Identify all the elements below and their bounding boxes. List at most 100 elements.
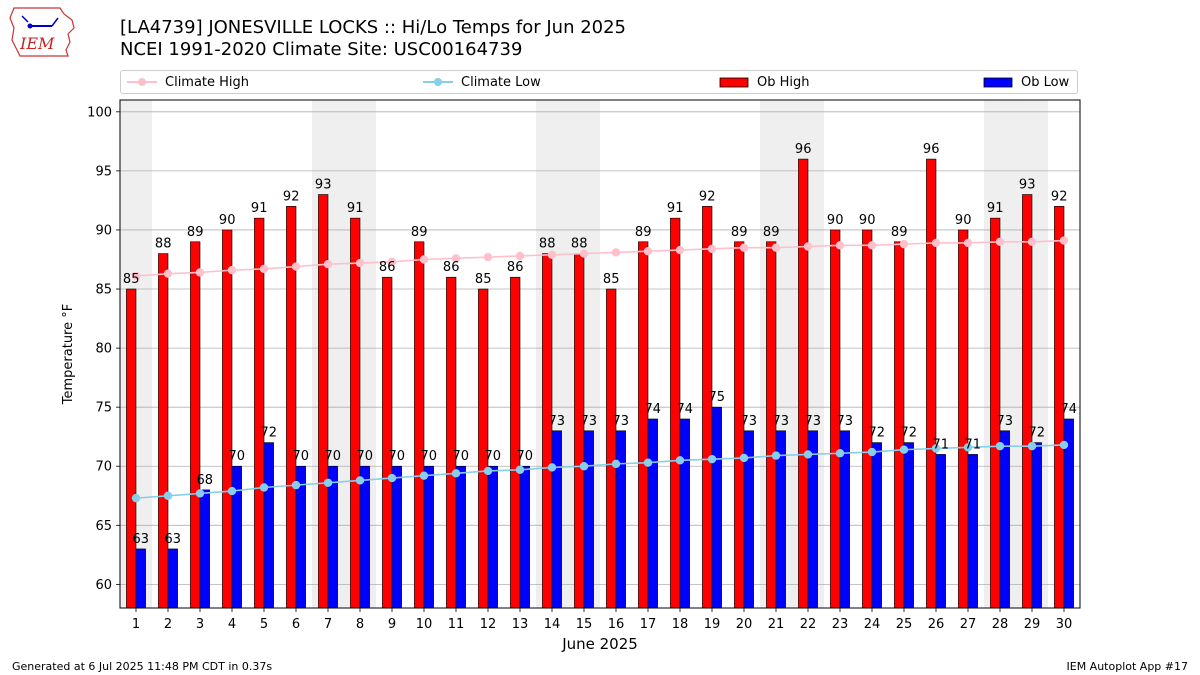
ob-low-label: 74 bbox=[677, 402, 694, 417]
legend-label-climate-low: Climate Low bbox=[461, 74, 541, 90]
climate-low-point bbox=[579, 462, 589, 471]
legend-item-ob-low: Ob Low bbox=[983, 71, 1069, 93]
ob-low-bar bbox=[839, 430, 850, 609]
legend: Climate High Climate Low Ob High Ob Low bbox=[120, 70, 1078, 94]
ob-low-label: 73 bbox=[613, 414, 630, 429]
ob-low-label: 70 bbox=[325, 449, 342, 464]
ob-high-bar bbox=[126, 288, 137, 609]
plot-frame bbox=[119, 99, 1081, 609]
ob-low-bar bbox=[615, 430, 626, 609]
x-tick-label: 21 bbox=[768, 617, 785, 632]
ob-high-label: 91 bbox=[347, 201, 364, 216]
y-tick-label: 80 bbox=[95, 342, 112, 357]
ob-low-label: 70 bbox=[485, 449, 502, 464]
climate-low-point bbox=[771, 451, 781, 460]
ob-high-bar bbox=[926, 158, 937, 609]
x-tick-label: 27 bbox=[960, 617, 977, 632]
ob-high-bar bbox=[158, 253, 169, 609]
x-tick-label: 25 bbox=[896, 617, 913, 632]
x-tick-label: 30 bbox=[1056, 617, 1073, 632]
ob-high-label: 90 bbox=[827, 213, 844, 228]
climate-high-point bbox=[547, 250, 557, 259]
x-tick-label: 22 bbox=[800, 617, 817, 632]
ob-low-bar bbox=[519, 465, 530, 609]
x-tick-label: 20 bbox=[736, 617, 753, 632]
iem-logo-text: IEM bbox=[19, 34, 55, 53]
climate-low-point bbox=[867, 447, 877, 457]
ob-high-label: 96 bbox=[923, 142, 940, 157]
ob-high-bar bbox=[542, 253, 553, 609]
climate-high-point bbox=[579, 249, 589, 258]
x-tick-label: 24 bbox=[864, 617, 881, 632]
climate-high-point bbox=[131, 271, 141, 281]
ob-high-label: 88 bbox=[155, 237, 172, 252]
ob-low-bar bbox=[167, 548, 178, 609]
legend-swatch-climate-low bbox=[423, 78, 453, 86]
climate-high-point bbox=[227, 265, 237, 275]
climate-low-point bbox=[131, 493, 141, 503]
x-tick-label: 15 bbox=[576, 617, 593, 632]
climate-low-point bbox=[675, 456, 685, 465]
x-tick-label: 11 bbox=[448, 617, 465, 632]
climate-high-point bbox=[419, 255, 429, 264]
ob-high-bar bbox=[574, 253, 585, 609]
ob-high-bar bbox=[446, 276, 457, 609]
climate-low-point bbox=[163, 491, 173, 500]
ob-low-bar bbox=[391, 465, 402, 609]
climate-low-point bbox=[227, 486, 237, 496]
y-tick-label: 75 bbox=[95, 401, 112, 416]
ob-low-label: 73 bbox=[773, 414, 790, 429]
climate-low-point bbox=[323, 478, 333, 487]
ob-low-bar bbox=[455, 465, 466, 609]
climate-high-point bbox=[259, 264, 269, 274]
ob-high-bar bbox=[414, 241, 425, 609]
climate-high-point bbox=[1027, 237, 1037, 246]
climate-high-point bbox=[323, 260, 333, 269]
legend-swatch-climate-high bbox=[127, 78, 157, 86]
ob-high-bar bbox=[606, 288, 617, 609]
climate-low-point bbox=[1059, 440, 1069, 450]
ob-high-label: 89 bbox=[891, 225, 908, 240]
ob-high-label: 91 bbox=[987, 201, 1004, 216]
ob-high-label: 93 bbox=[315, 178, 332, 193]
ob-low-bar bbox=[263, 442, 274, 609]
climate-high-point bbox=[707, 244, 717, 254]
x-tick-label: 13 bbox=[512, 617, 529, 632]
ob-high-label: 92 bbox=[699, 189, 716, 204]
y-tick-label: 65 bbox=[95, 519, 112, 534]
ob-high-label: 86 bbox=[443, 260, 460, 275]
ob-low-label: 73 bbox=[805, 414, 822, 429]
ob-low-bar bbox=[903, 442, 914, 609]
legend-swatch-ob-high bbox=[719, 77, 749, 88]
climate-low-point bbox=[835, 449, 845, 458]
legend-label-ob-low: Ob Low bbox=[1021, 74, 1070, 90]
climate-low-point bbox=[643, 458, 653, 467]
climate-low-point bbox=[611, 459, 621, 469]
climate-low-point bbox=[739, 453, 749, 463]
ob-low-label: 75 bbox=[709, 390, 726, 405]
y-tick-label: 60 bbox=[95, 578, 112, 593]
climate-low-point bbox=[1027, 441, 1037, 451]
x-tick-label: 3 bbox=[196, 617, 204, 632]
ob-low-bar bbox=[423, 465, 434, 609]
ob-high-label: 85 bbox=[603, 272, 620, 287]
ob-high-bar bbox=[190, 241, 201, 609]
climate-low-point bbox=[963, 443, 973, 452]
ob-high-label: 89 bbox=[763, 225, 780, 240]
ob-high-bar bbox=[254, 217, 265, 609]
y-tick-label: 70 bbox=[95, 460, 112, 475]
climate-low-point bbox=[451, 469, 461, 478]
ob-high-label: 91 bbox=[667, 201, 684, 216]
climate-high-point bbox=[387, 257, 397, 267]
y-tick-label: 95 bbox=[95, 164, 112, 179]
x-tick-label: 2 bbox=[164, 617, 172, 632]
iem-logo: IEM bbox=[9, 7, 75, 57]
y-tick-label: 100 bbox=[87, 105, 112, 120]
ob-high-label: 90 bbox=[859, 213, 876, 228]
ob-low-label: 70 bbox=[229, 449, 246, 464]
ob-high-bar bbox=[350, 217, 361, 609]
ob-high-label: 92 bbox=[283, 189, 300, 204]
legend-item-climate-high: Climate High bbox=[127, 71, 249, 93]
legend-item-climate-low: Climate Low bbox=[423, 71, 541, 93]
x-tick-label: 23 bbox=[832, 617, 849, 632]
